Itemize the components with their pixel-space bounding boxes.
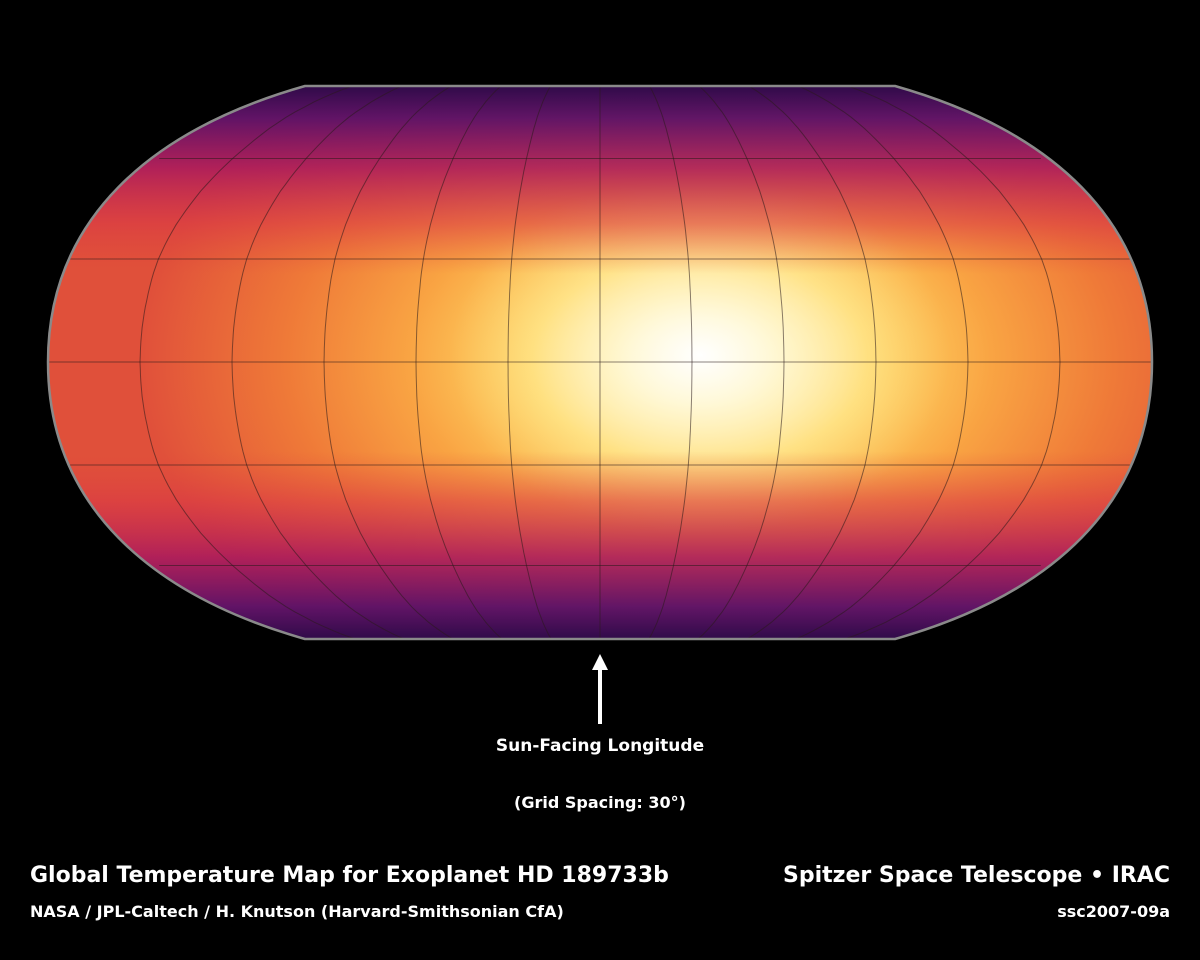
- arrow-up-icon: [592, 654, 608, 724]
- figure-credit: NASA / JPL-Caltech / H. Knutson (Harvard…: [30, 902, 564, 921]
- figure-title: Global Temperature Map for Exoplanet HD …: [30, 863, 669, 888]
- image-identifier: ssc2007-09a: [1057, 902, 1170, 921]
- map-graticule: [48, 86, 1152, 639]
- mission-instrument: Spitzer Space Telescope • IRAC: [782, 863, 1170, 888]
- grid-spacing-label: (Grid Spacing: 30°): [514, 793, 686, 812]
- map-outline: [46, 84, 1154, 641]
- sun-facing-longitude-label: Sun-Facing Longitude: [495, 736, 705, 756]
